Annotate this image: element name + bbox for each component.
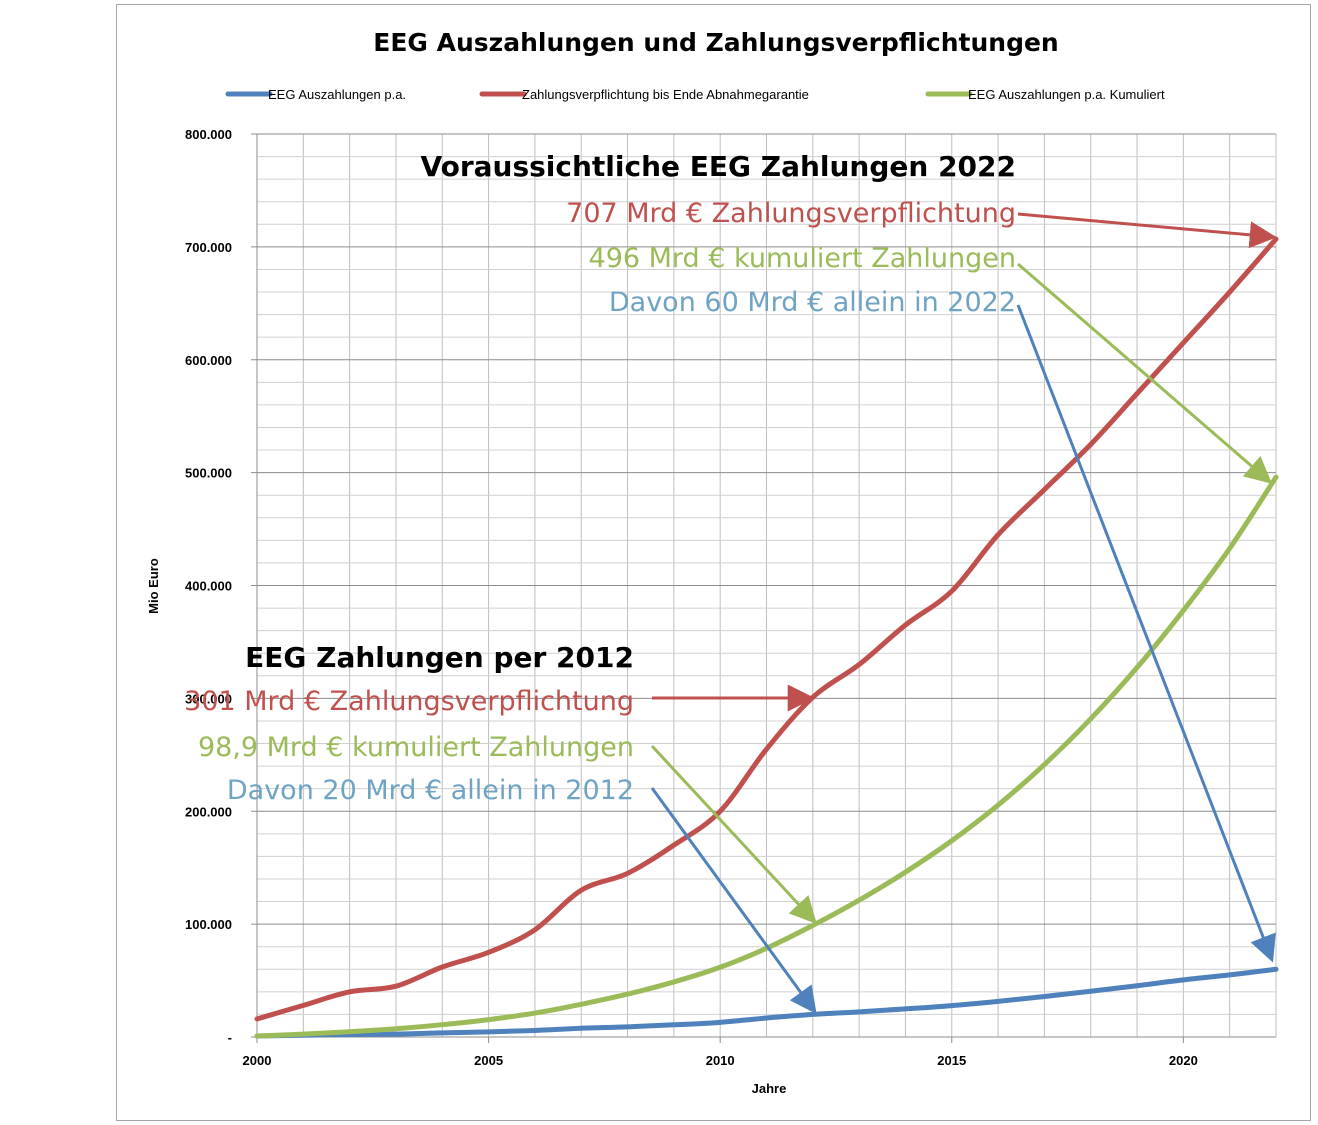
arrow-red-2022 [1017, 212, 1277, 249]
y-tick-label: 400.000 [185, 579, 232, 594]
axes: - 100.000 200.000 300.000 400.000 500.000 600.… [185, 127, 1276, 1068]
annotation-blue-2022: Davon 60 Mrd € allein in 2022 [609, 287, 1016, 318]
arrow-blue-2022 [1016, 304, 1276, 963]
chart-frame [116, 4, 1311, 1121]
y-tick-label: 500.000 [185, 466, 232, 481]
y-tick-label: 200.000 [185, 804, 232, 819]
y-tick-label: 300.000 [185, 691, 232, 706]
legend-label: EEG Auszahlungen p.a. Kumuliert [968, 87, 1165, 102]
y-tick-label: 800.000 [185, 127, 232, 142]
series-line-kumuliert [254, 474, 1279, 1039]
y-axis-label: Mio Euro [146, 558, 161, 614]
x-axis-label: Jahre [752, 1081, 787, 1096]
annotation-red-2022: 707 Mrd € Zahlungsverpflichtung [566, 198, 1016, 229]
x-tick-label: 2020 [1169, 1053, 1198, 1068]
legend: EEG Auszahlungen p.a. Zahlungsverpflichtu… [225, 87, 1165, 102]
legend-label: EEG Auszahlungen p.a. [268, 87, 406, 102]
legend-label: Zahlungsverpflichtung bis Ende Abnahmega… [522, 87, 809, 102]
annotation-blue-2012: Davon 20 Mrd € allein in 2012 [227, 775, 634, 806]
arrow-green-2012 [650, 744, 817, 924]
arrow-blue-2012 [650, 787, 817, 1015]
x-tick-label: 2015 [937, 1053, 966, 1068]
annotation-green-2022: 496 Mrd € kumuliert Zahlungen [589, 243, 1016, 274]
annotations: Voraussichtliche EEG Zahlungen 2022 707 … [184, 150, 1277, 1015]
series-lines [254, 236, 1279, 1039]
y-tick-label: 600.000 [185, 353, 232, 368]
annotation-head-2012: EEG Zahlungen per 2012 [245, 641, 634, 674]
chart-title: EEG Auszahlungen und Zahlungsverpflichtu… [373, 28, 1058, 57]
y-tick-label: 100.000 [185, 917, 232, 932]
annotation-red-2012: 301 Mrd € Zahlungsverpflichtung [184, 686, 634, 717]
y-tick-label: 700.000 [185, 240, 232, 255]
series-line-zahlungsverpflichtung [254, 236, 1279, 1022]
x-tick-label: 2005 [474, 1053, 503, 1068]
arrow-green-2022 [1017, 262, 1273, 484]
series-line-auszahlungen [254, 966, 1279, 1039]
x-tick-label: 2010 [706, 1053, 735, 1068]
y-tick-label: - [228, 1030, 232, 1045]
annotation-head-2022: Voraussichtliche EEG Zahlungen 2022 [420, 150, 1016, 183]
x-tick-label: 2000 [243, 1053, 272, 1068]
annotation-green-2012: 98,9 Mrd € kumuliert Zahlungen [198, 732, 634, 763]
